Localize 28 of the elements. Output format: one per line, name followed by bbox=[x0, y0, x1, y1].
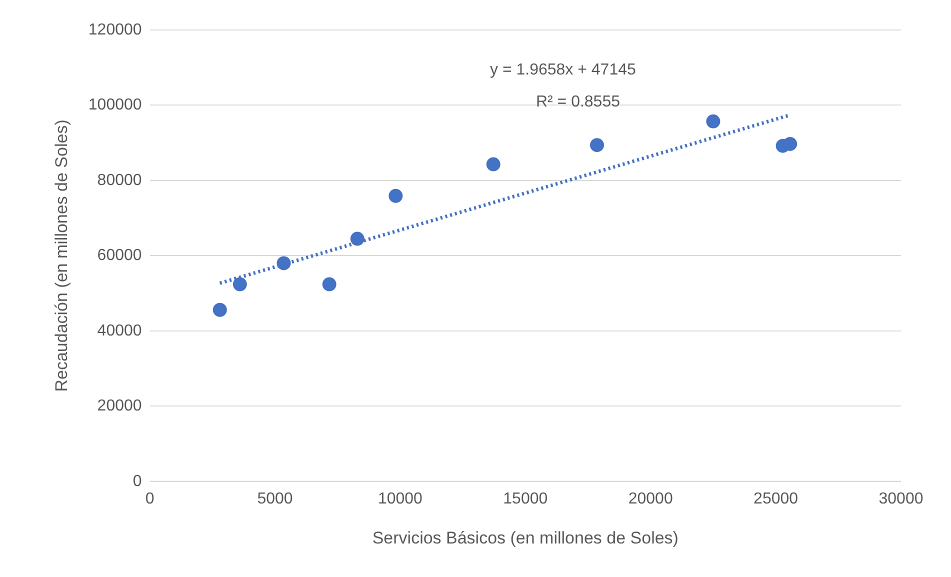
point bbox=[590, 138, 604, 152]
y-tick-label: 20000 bbox=[97, 398, 142, 415]
annotation: R² = 0.8555 bbox=[536, 93, 620, 110]
point bbox=[322, 277, 336, 292]
x-tick-label: 30000 bbox=[878, 490, 924, 508]
point bbox=[388, 188, 403, 203]
point bbox=[232, 277, 247, 292]
y-tick-label: 80000 bbox=[97, 172, 142, 189]
point bbox=[276, 256, 291, 270]
y-tick-label: 100000 bbox=[88, 96, 142, 114]
x-tick-label: 0 bbox=[145, 490, 154, 508]
y-axis-title: Recaudación (en millones de Soles) bbox=[52, 120, 71, 392]
x-tick-label: 25000 bbox=[754, 490, 798, 508]
y-tick-label: 120000 bbox=[88, 21, 142, 38]
x-tick-label: 10000 bbox=[378, 490, 423, 508]
y-tick-label: 60000 bbox=[97, 247, 142, 264]
x-axis-title: Servicios Básicos (en millones de Soles) bbox=[372, 528, 678, 548]
point bbox=[486, 157, 500, 172]
annotation: y = 1.9658x + 47145 bbox=[490, 61, 636, 78]
x-tick-label: 20000 bbox=[628, 490, 673, 508]
x-tick-label: 15000 bbox=[503, 490, 548, 508]
point bbox=[350, 232, 364, 246]
y-tick-label: 0 bbox=[132, 472, 142, 490]
x-tick-label: 5000 bbox=[257, 490, 293, 508]
point bbox=[212, 302, 227, 317]
y-tick-label: 40000 bbox=[97, 322, 142, 340]
point bbox=[783, 136, 798, 151]
point bbox=[706, 114, 720, 128]
